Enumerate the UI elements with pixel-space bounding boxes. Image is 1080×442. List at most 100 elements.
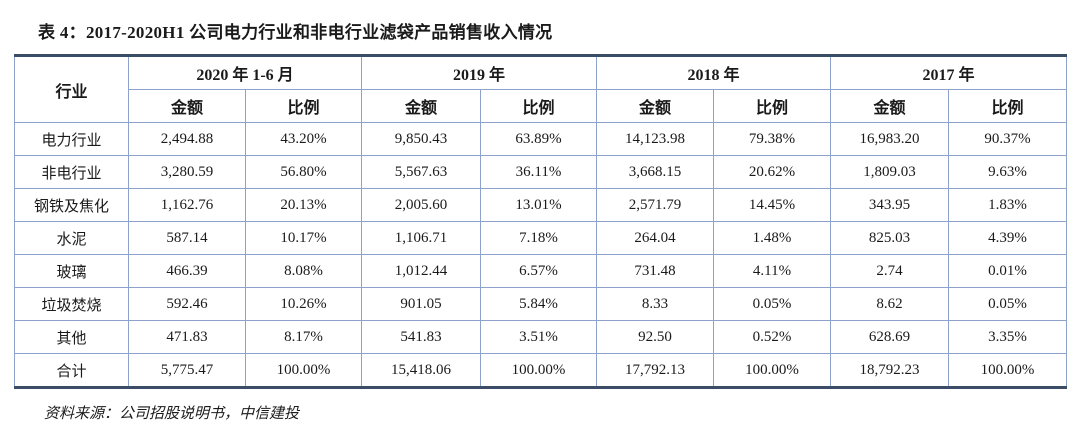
cell-value: 20.62% bbox=[713, 155, 832, 189]
cell-value: 0.05% bbox=[948, 287, 1068, 321]
cell-value: 1.48% bbox=[713, 221, 832, 255]
table-row: 垃圾焚烧 592.46 10.26% 901.05 5.84% 8.33 0.0… bbox=[14, 287, 1068, 321]
table-row: 钢铁及焦化 1,162.76 20.13% 2,005.60 13.01% 2,… bbox=[14, 188, 1068, 222]
cell-value: 43.20% bbox=[245, 122, 362, 156]
col-group-2017: 2017 年 bbox=[830, 55, 1068, 90]
industry-label: 合计 bbox=[14, 353, 129, 388]
cell-value: 100.00% bbox=[713, 353, 832, 388]
cell-value: 14.45% bbox=[713, 188, 832, 222]
cell-value: 8.62 bbox=[830, 287, 950, 321]
cell-value: 825.03 bbox=[830, 221, 950, 255]
cell-value: 2.74 bbox=[830, 254, 950, 288]
cell-value: 8.33 bbox=[596, 287, 715, 321]
cell-value: 90.37% bbox=[948, 122, 1068, 156]
table-row: 水泥 587.14 10.17% 1,106.71 7.18% 264.04 1… bbox=[14, 221, 1068, 255]
cell-value: 18,792.23 bbox=[830, 353, 950, 388]
cell-value: 8.17% bbox=[245, 320, 362, 354]
cell-value: 10.17% bbox=[245, 221, 362, 255]
cell-value: 7.18% bbox=[479, 221, 598, 255]
cell-value: 3,280.59 bbox=[128, 155, 246, 189]
cell-value: 1,809.03 bbox=[830, 155, 950, 189]
cell-value: 20.13% bbox=[245, 188, 362, 222]
cell-value: 1,012.44 bbox=[361, 254, 481, 288]
industry-label: 玻璃 bbox=[14, 254, 129, 288]
sales-revenue-table: 行业 2020 年 1-6 月 2019 年 2018 年 2017 年 金额 … bbox=[14, 54, 1068, 389]
cell-value: 471.83 bbox=[128, 320, 246, 354]
cell-value: 100.00% bbox=[479, 353, 598, 388]
industry-label: 钢铁及焦化 bbox=[14, 188, 129, 222]
industry-label: 水泥 bbox=[14, 221, 129, 255]
cell-value: 3,668.15 bbox=[596, 155, 715, 189]
cell-value: 6.57% bbox=[479, 254, 598, 288]
col-header-amount-2017: 金额 bbox=[830, 89, 950, 123]
cell-value: 5,775.47 bbox=[128, 353, 246, 388]
cell-value: 592.46 bbox=[128, 287, 246, 321]
cell-value: 1,106.71 bbox=[361, 221, 481, 255]
cell-value: 264.04 bbox=[596, 221, 715, 255]
col-group-2018: 2018 年 bbox=[596, 55, 832, 90]
cell-value: 79.38% bbox=[713, 122, 832, 156]
cell-value: 13.01% bbox=[479, 188, 598, 222]
cell-value: 9.63% bbox=[948, 155, 1068, 189]
cell-value: 4.39% bbox=[948, 221, 1068, 255]
industry-label: 非电行业 bbox=[14, 155, 129, 189]
table-row: 玻璃 466.39 8.08% 1,012.44 6.57% 731.48 4.… bbox=[14, 254, 1068, 288]
cell-value: 1,162.76 bbox=[128, 188, 246, 222]
col-header-industry: 行业 bbox=[14, 55, 129, 123]
cell-value: 3.51% bbox=[479, 320, 598, 354]
cell-value: 587.14 bbox=[128, 221, 246, 255]
cell-value: 628.69 bbox=[830, 320, 950, 354]
cell-value: 63.89% bbox=[479, 122, 598, 156]
col-group-2020h1: 2020 年 1-6 月 bbox=[128, 55, 362, 90]
cell-value: 5,567.63 bbox=[361, 155, 481, 189]
cell-value: 1.83% bbox=[948, 188, 1068, 222]
col-header-ratio-2018: 比例 bbox=[713, 89, 832, 123]
header-row-subcolumns: 金额 比例 金额 比例 金额 比例 金额 比例 bbox=[15, 89, 1068, 123]
cell-value: 36.11% bbox=[479, 155, 598, 189]
col-header-ratio-2019: 比例 bbox=[479, 89, 598, 123]
col-header-amount-2018: 金额 bbox=[596, 89, 715, 123]
cell-value: 731.48 bbox=[596, 254, 715, 288]
table-row-total: 合计 5,775.47 100.00% 15,418.06 100.00% 17… bbox=[14, 353, 1068, 388]
cell-value: 100.00% bbox=[948, 353, 1068, 388]
col-header-ratio-2020h1: 比例 bbox=[245, 89, 362, 123]
col-header-ratio-2017: 比例 bbox=[948, 89, 1068, 123]
cell-value: 5.84% bbox=[479, 287, 598, 321]
cell-value: 15,418.06 bbox=[361, 353, 481, 388]
cell-value: 100.00% bbox=[245, 353, 362, 388]
cell-value: 466.39 bbox=[128, 254, 246, 288]
header-row-groups: 行业 2020 年 1-6 月 2019 年 2018 年 2017 年 bbox=[14, 55, 1068, 123]
cell-value: 14,123.98 bbox=[596, 122, 715, 156]
table-row: 其他 471.83 8.17% 541.83 3.51% 92.50 0.52%… bbox=[14, 320, 1068, 354]
industry-label: 垃圾焚烧 bbox=[14, 287, 129, 321]
cell-value: 56.80% bbox=[245, 155, 362, 189]
cell-value: 3.35% bbox=[948, 320, 1068, 354]
table-header: 行业 2020 年 1-6 月 2019 年 2018 年 2017 年 金额 … bbox=[14, 55, 1068, 123]
cell-value: 9,850.43 bbox=[361, 122, 481, 156]
cell-value: 4.11% bbox=[713, 254, 832, 288]
cell-value: 0.01% bbox=[948, 254, 1068, 288]
cell-value: 92.50 bbox=[596, 320, 715, 354]
table-row: 非电行业 3,280.59 56.80% 5,567.63 36.11% 3,6… bbox=[14, 155, 1068, 189]
cell-value: 10.26% bbox=[245, 287, 362, 321]
cell-value: 541.83 bbox=[361, 320, 481, 354]
cell-value: 2,494.88 bbox=[128, 122, 246, 156]
cell-value: 17,792.13 bbox=[596, 353, 715, 388]
col-header-amount-2019: 金额 bbox=[361, 89, 481, 123]
col-header-amount-2020h1: 金额 bbox=[128, 89, 246, 123]
cell-value: 8.08% bbox=[245, 254, 362, 288]
industry-label: 电力行业 bbox=[14, 122, 129, 156]
industry-label: 其他 bbox=[14, 320, 129, 354]
cell-value: 343.95 bbox=[830, 188, 950, 222]
cell-value: 901.05 bbox=[361, 287, 481, 321]
cell-value: 2,005.60 bbox=[361, 188, 481, 222]
cell-value: 16,983.20 bbox=[830, 122, 950, 156]
table-row: 电力行业 2,494.88 43.20% 9,850.43 63.89% 14,… bbox=[14, 122, 1068, 156]
cell-value: 0.52% bbox=[713, 320, 832, 354]
cell-value: 0.05% bbox=[713, 287, 832, 321]
col-group-2019: 2019 年 bbox=[360, 55, 598, 90]
cell-value: 2,571.79 bbox=[596, 188, 715, 222]
table-title: 表 4：2017-2020H1 公司电力行业和非电行业滤袋产品销售收入情况 bbox=[38, 23, 553, 42]
source-note: 资料来源：公司招股说明书，中信建投 bbox=[44, 406, 300, 422]
